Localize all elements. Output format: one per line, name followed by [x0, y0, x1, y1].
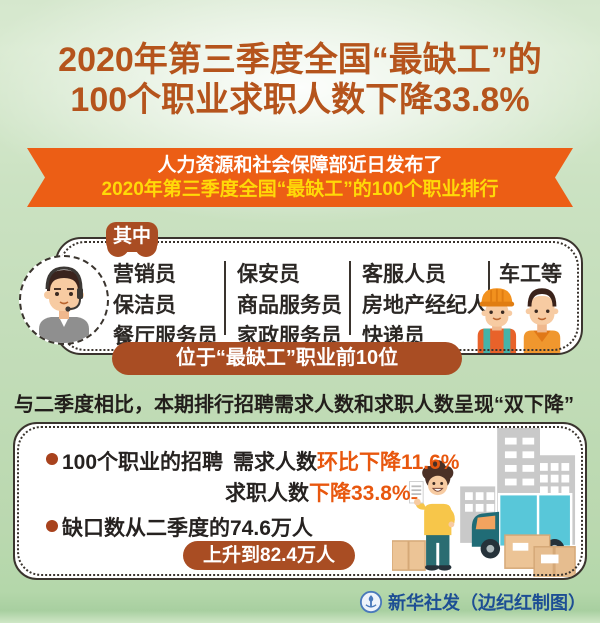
subtitle-ribbon: 人力资源和社会保障部近日发布了 2020年第三季度全国“最缺工”的100个职业排…: [27, 148, 573, 207]
occupation-item: 客服人员: [362, 263, 446, 286]
occupation-column-1: 营销员 保洁员 餐厅服务员: [113, 259, 218, 352]
occupation-column-4: 车工等: [499, 259, 562, 290]
occupation-item: 房地产经纪人: [362, 294, 488, 317]
occupation-column-3: 客服人员 房地产经纪人 快递员: [362, 259, 488, 352]
stat-value: 下降33.8%: [309, 482, 411, 505]
stat-lead: 100个职业的招聘: [62, 451, 224, 474]
xinhua-logo-icon: [359, 590, 383, 614]
occupation-item: 保洁员: [113, 294, 176, 317]
gap-rise-pill: 上升到82.4万人: [183, 541, 355, 570]
customer-service-avatar: [19, 255, 109, 345]
workers-icon: [477, 288, 561, 353]
stat-value: 环比下降11.6%: [317, 451, 460, 474]
page-title-line2: 100个职业求职人数下降33.8%: [70, 81, 530, 119]
occupation-item: 营销员: [113, 263, 176, 286]
headset-person-icon: [39, 266, 89, 343]
page-title-line1: 2020年第三季度全国“最缺工”的: [58, 41, 542, 79]
occupation-item: 保安员: [237, 263, 300, 286]
stat-line-demand: 100个职业的招聘 需求人数环比下降11.6%: [62, 446, 459, 476]
column-divider: [224, 261, 226, 335]
stats-box: 100个职业的招聘 需求人数环比下降11.6% 求职人数下降33.8% 缺口数从二…: [13, 422, 587, 580]
stat-line-seekers: 求职人数下降33.8%: [225, 477, 411, 507]
credit-line: 新华社发（边纪红制图）: [359, 589, 586, 615]
stat-line-gap: 缺口数从二季度的74.6万人: [62, 517, 313, 540]
qizhong-badge: 其中: [106, 222, 158, 257]
occupation-column-2: 保安员 商品服务员 家政服务员: [237, 259, 342, 352]
top10-pill: 位于“最缺工”职业前10位: [112, 342, 462, 375]
top-occupations-box: 营销员 保洁员 餐厅服务员 保安员 商品服务员 家政服务员 客服人员 房地产经纪…: [55, 237, 583, 355]
column-divider: [349, 261, 351, 335]
bullet-dot: [46, 453, 58, 465]
comparison-statement: 与二季度相比，本期排行招聘需求人数和求职人数呈现“双下降”: [14, 394, 574, 416]
delivery-scene-icon: [392, 427, 576, 577]
column-divider: [488, 261, 490, 309]
ribbon-line2: 2020年第三季度全国“最缺工”的100个职业排行: [101, 179, 499, 200]
stat-label: 需求人数: [233, 451, 318, 474]
bullet-dot: [46, 520, 58, 532]
occupation-item: 商品服务员: [237, 294, 342, 317]
credit-text: 新华社发（边纪红制图）: [388, 593, 586, 613]
stat-label: 求职人数: [225, 482, 309, 505]
occupation-item: 车工等: [499, 263, 562, 286]
ribbon-line1: 人力资源和社会保障部近日发布了: [157, 155, 443, 176]
page-title: 2020年第三季度全国“最缺工”的 100个职业求职人数下降33.8%: [0, 40, 600, 120]
